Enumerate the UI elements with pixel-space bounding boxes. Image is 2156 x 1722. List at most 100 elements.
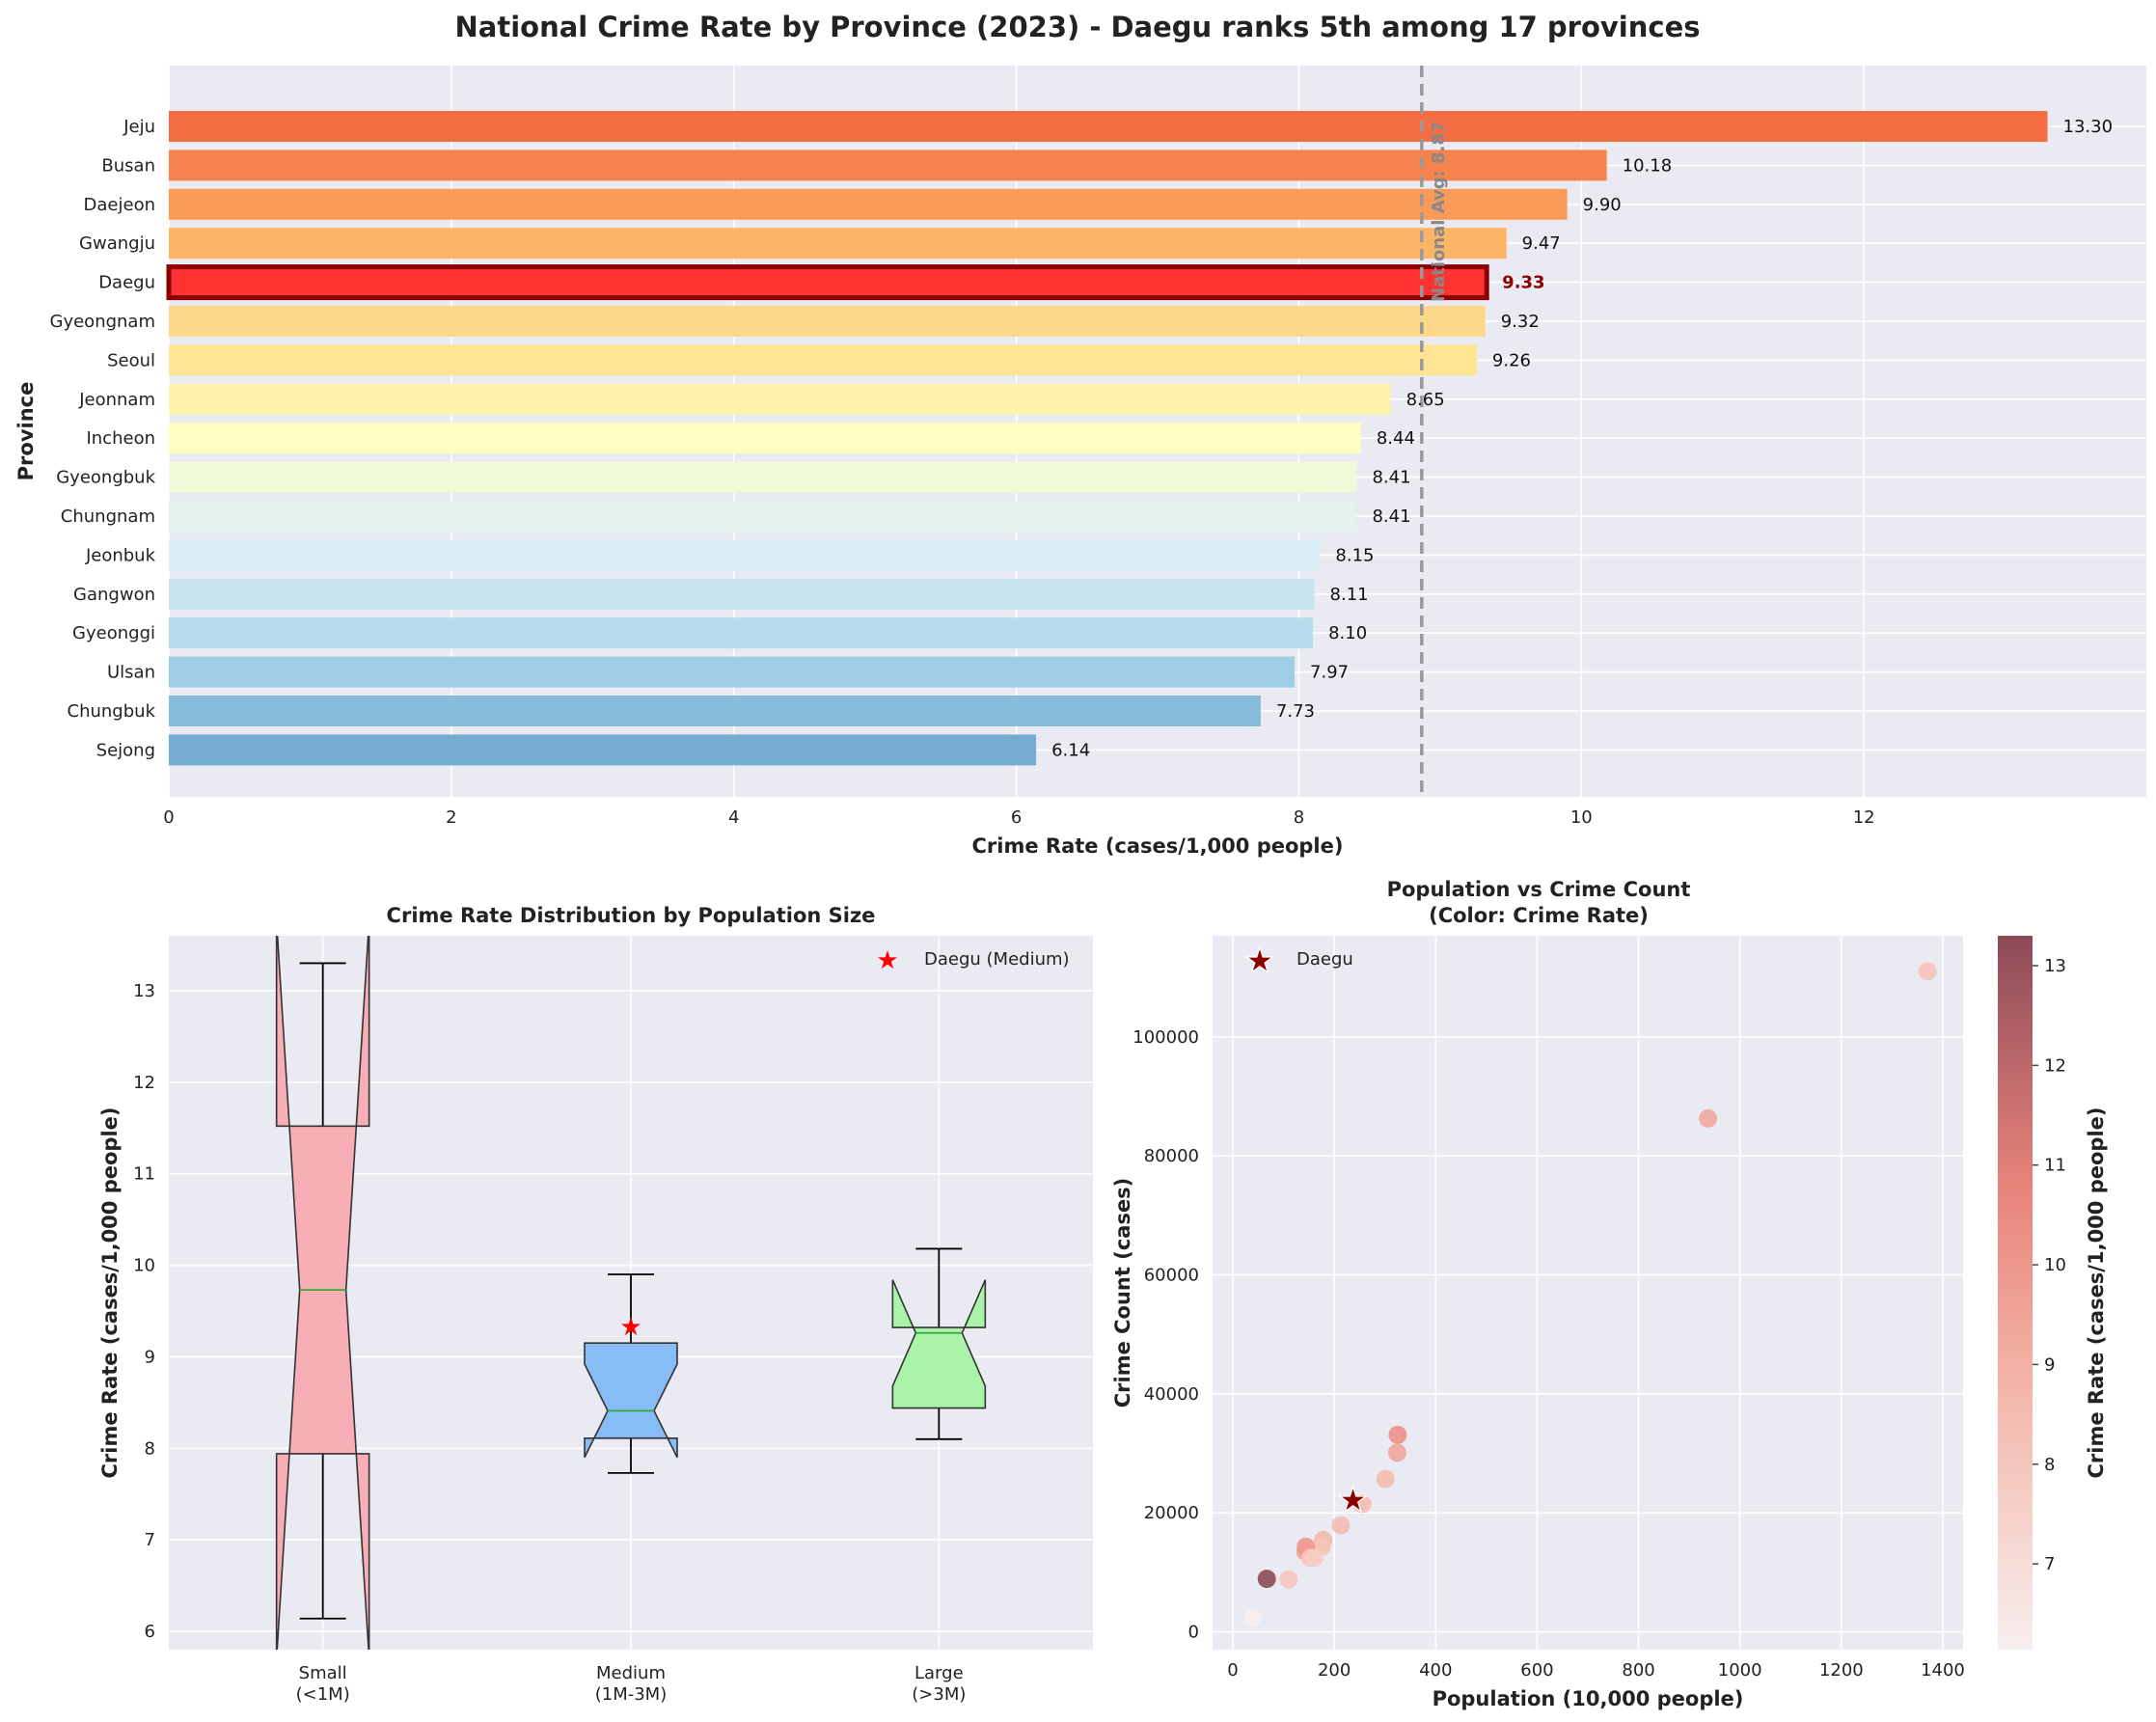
value-label-jeonnam: 8.65 xyxy=(1406,390,1445,410)
bar-busan xyxy=(169,150,1607,181)
y-tick-label: 12 xyxy=(133,1073,155,1093)
x-tick-label: 1000 xyxy=(1718,1660,1762,1681)
bar-gyeongnam xyxy=(169,306,1486,337)
y-tick-label-jeonnam: Jeonnam xyxy=(78,390,155,410)
x-tick-label-large: Large xyxy=(914,1663,964,1683)
bar-chart-ylabel: Province xyxy=(14,382,38,481)
y-tick-label-chungnam: Chungnam xyxy=(61,506,155,527)
point-incheon xyxy=(1376,1469,1395,1489)
point-gyeongnam xyxy=(1387,1443,1406,1462)
legend-label-daegu: Daegu xyxy=(1296,949,1353,970)
point-chungbuk xyxy=(1304,1548,1324,1568)
bar-ulsan xyxy=(169,656,1296,688)
colorbar-tick-label: 7 xyxy=(2044,1554,2055,1574)
value-label-seoul: 9.26 xyxy=(1492,350,1531,370)
value-label-chungnam: 8.41 xyxy=(1372,506,1410,527)
y-tick-label-sejong: Sejong xyxy=(96,740,155,760)
value-label-incheon: 8.44 xyxy=(1377,428,1415,449)
scatter-title-line1: Population vs Crime Count xyxy=(1387,878,1691,901)
bar-sejong xyxy=(169,734,1037,766)
value-label-gangwon: 8.11 xyxy=(1330,585,1369,605)
y-tick-label: 0 xyxy=(1188,1623,1199,1643)
y-tick-label: 40000 xyxy=(1144,1384,1199,1405)
y-tick-label: 100000 xyxy=(1133,1027,1199,1048)
x-tick-label-small: Small xyxy=(299,1663,347,1683)
y-tick-label-gyeongnam: Gyeongnam xyxy=(50,312,156,332)
x-tick-label: 600 xyxy=(1520,1660,1553,1681)
bar-gwangju xyxy=(169,228,1507,260)
y-tick-label-gwangju: Gwangju xyxy=(79,233,155,254)
box-small xyxy=(275,936,370,1650)
y-tick-label: 9 xyxy=(145,1347,155,1367)
x-tick-sublabel-small: (<1M) xyxy=(296,1684,350,1705)
x-tick-label: 2 xyxy=(446,807,456,828)
y-tick-label-chungbuk: Chungbuk xyxy=(68,701,156,722)
bar-chungnam xyxy=(169,501,1357,532)
x-tick-label: 4 xyxy=(728,807,739,828)
colorbar-tick-label: 11 xyxy=(2044,1156,2066,1176)
y-tick-label: 8 xyxy=(145,1438,155,1459)
bar-gangwon xyxy=(169,578,1315,610)
colorbar-tick-label: 10 xyxy=(2044,1255,2066,1275)
x-tick-label: 0 xyxy=(1227,1660,1238,1681)
bar-jeonbuk xyxy=(169,539,1321,571)
value-label-jeonbuk: 8.15 xyxy=(1335,545,1374,565)
y-tick-label: 11 xyxy=(133,1164,155,1185)
x-tick-sublabel-medium: (1M-3M) xyxy=(595,1684,668,1705)
bar-chart-panel: 0 2 4 6 8 10 12 National Avg: 8.87 Jeju 13.30 Bu… xyxy=(14,66,2146,858)
legend-label-daegu-medium: Daegu (Medium) xyxy=(924,949,1070,970)
y-tick-label-gangwon: Gangwon xyxy=(73,585,155,605)
box-large xyxy=(891,1279,987,1409)
daegu-point: ★ xyxy=(1340,1484,1366,1517)
x-tick-label-medium: Medium xyxy=(596,1663,666,1683)
bar-incheon xyxy=(169,423,1361,454)
y-tick-label-ulsan: Ulsan xyxy=(107,663,155,683)
point-gyeongbuk xyxy=(1352,1494,1372,1514)
y-tick-label-jeonbuk: Jeonbuk xyxy=(85,545,156,565)
point-busan xyxy=(1388,1425,1407,1444)
bar-gyeonggi xyxy=(169,617,1314,649)
x-tick-label: 6 xyxy=(1011,807,1022,828)
value-label-busan: 10.18 xyxy=(1623,155,1673,176)
daegu-star-marker: ★ xyxy=(619,1313,641,1342)
box-medium xyxy=(584,1342,678,1459)
y-tick-label: 7 xyxy=(145,1530,155,1550)
boxes-group xyxy=(275,936,987,1650)
x-tick-sublabel-large: (>3M) xyxy=(912,1684,966,1705)
bar-seoul xyxy=(169,344,1477,376)
y-tick-label-busan: Busan xyxy=(101,155,155,176)
point-chungnam xyxy=(1331,1516,1351,1535)
bar-gyeongbuk xyxy=(169,461,1357,493)
x-tick-label: 1200 xyxy=(1819,1660,1864,1681)
y-tick-label: 80000 xyxy=(1144,1146,1199,1166)
value-label-sejong: 6.14 xyxy=(1051,740,1090,760)
value-label-gyeongbuk: 8.41 xyxy=(1372,468,1410,488)
point-gyeonggi xyxy=(1918,962,1937,981)
x-tick-label: 800 xyxy=(1622,1660,1654,1681)
colorbar-tick-label: 9 xyxy=(2044,1354,2055,1375)
point-ulsan xyxy=(1279,1570,1298,1589)
box-chart-panel: Crime Rate Distribution by Population Si… xyxy=(98,904,1093,1705)
national-average-label: National Avg: 8.87 xyxy=(1429,121,1449,302)
y-tick-label-jeju: Jeju xyxy=(123,117,155,137)
y-tick-label: 20000 xyxy=(1144,1503,1199,1523)
value-label-jeju: 13.30 xyxy=(2063,117,2114,137)
colorbar-tick-label: 8 xyxy=(2044,1455,2055,1475)
bar-jeonnam xyxy=(169,383,1391,415)
bar-chungbuk xyxy=(169,696,1261,726)
y-tick-label: 60000 xyxy=(1144,1266,1199,1286)
x-tick-label: 8 xyxy=(1294,807,1304,828)
colorbar-tick-label: 13 xyxy=(2044,956,2066,976)
value-label-gyeongnam: 9.32 xyxy=(1501,312,1540,332)
colorbar-tick-label: 12 xyxy=(2044,1055,2066,1076)
y-tick-label-incheon: Incheon xyxy=(86,428,155,449)
bar-chart-xlabel: Crime Rate (cases/1,000 people) xyxy=(972,834,1344,858)
bar-daegu xyxy=(166,264,1489,301)
scatter-ylabel: Crime Count (cases) xyxy=(1111,1178,1134,1408)
value-label-ulsan: 7.97 xyxy=(1310,663,1349,683)
scatter-legend: ★ Daegu xyxy=(1245,943,1353,980)
y-tick-label: 13 xyxy=(133,981,155,1001)
x-tick-label: 400 xyxy=(1419,1660,1452,1681)
value-label-gyeonggi: 8.10 xyxy=(1328,623,1367,643)
